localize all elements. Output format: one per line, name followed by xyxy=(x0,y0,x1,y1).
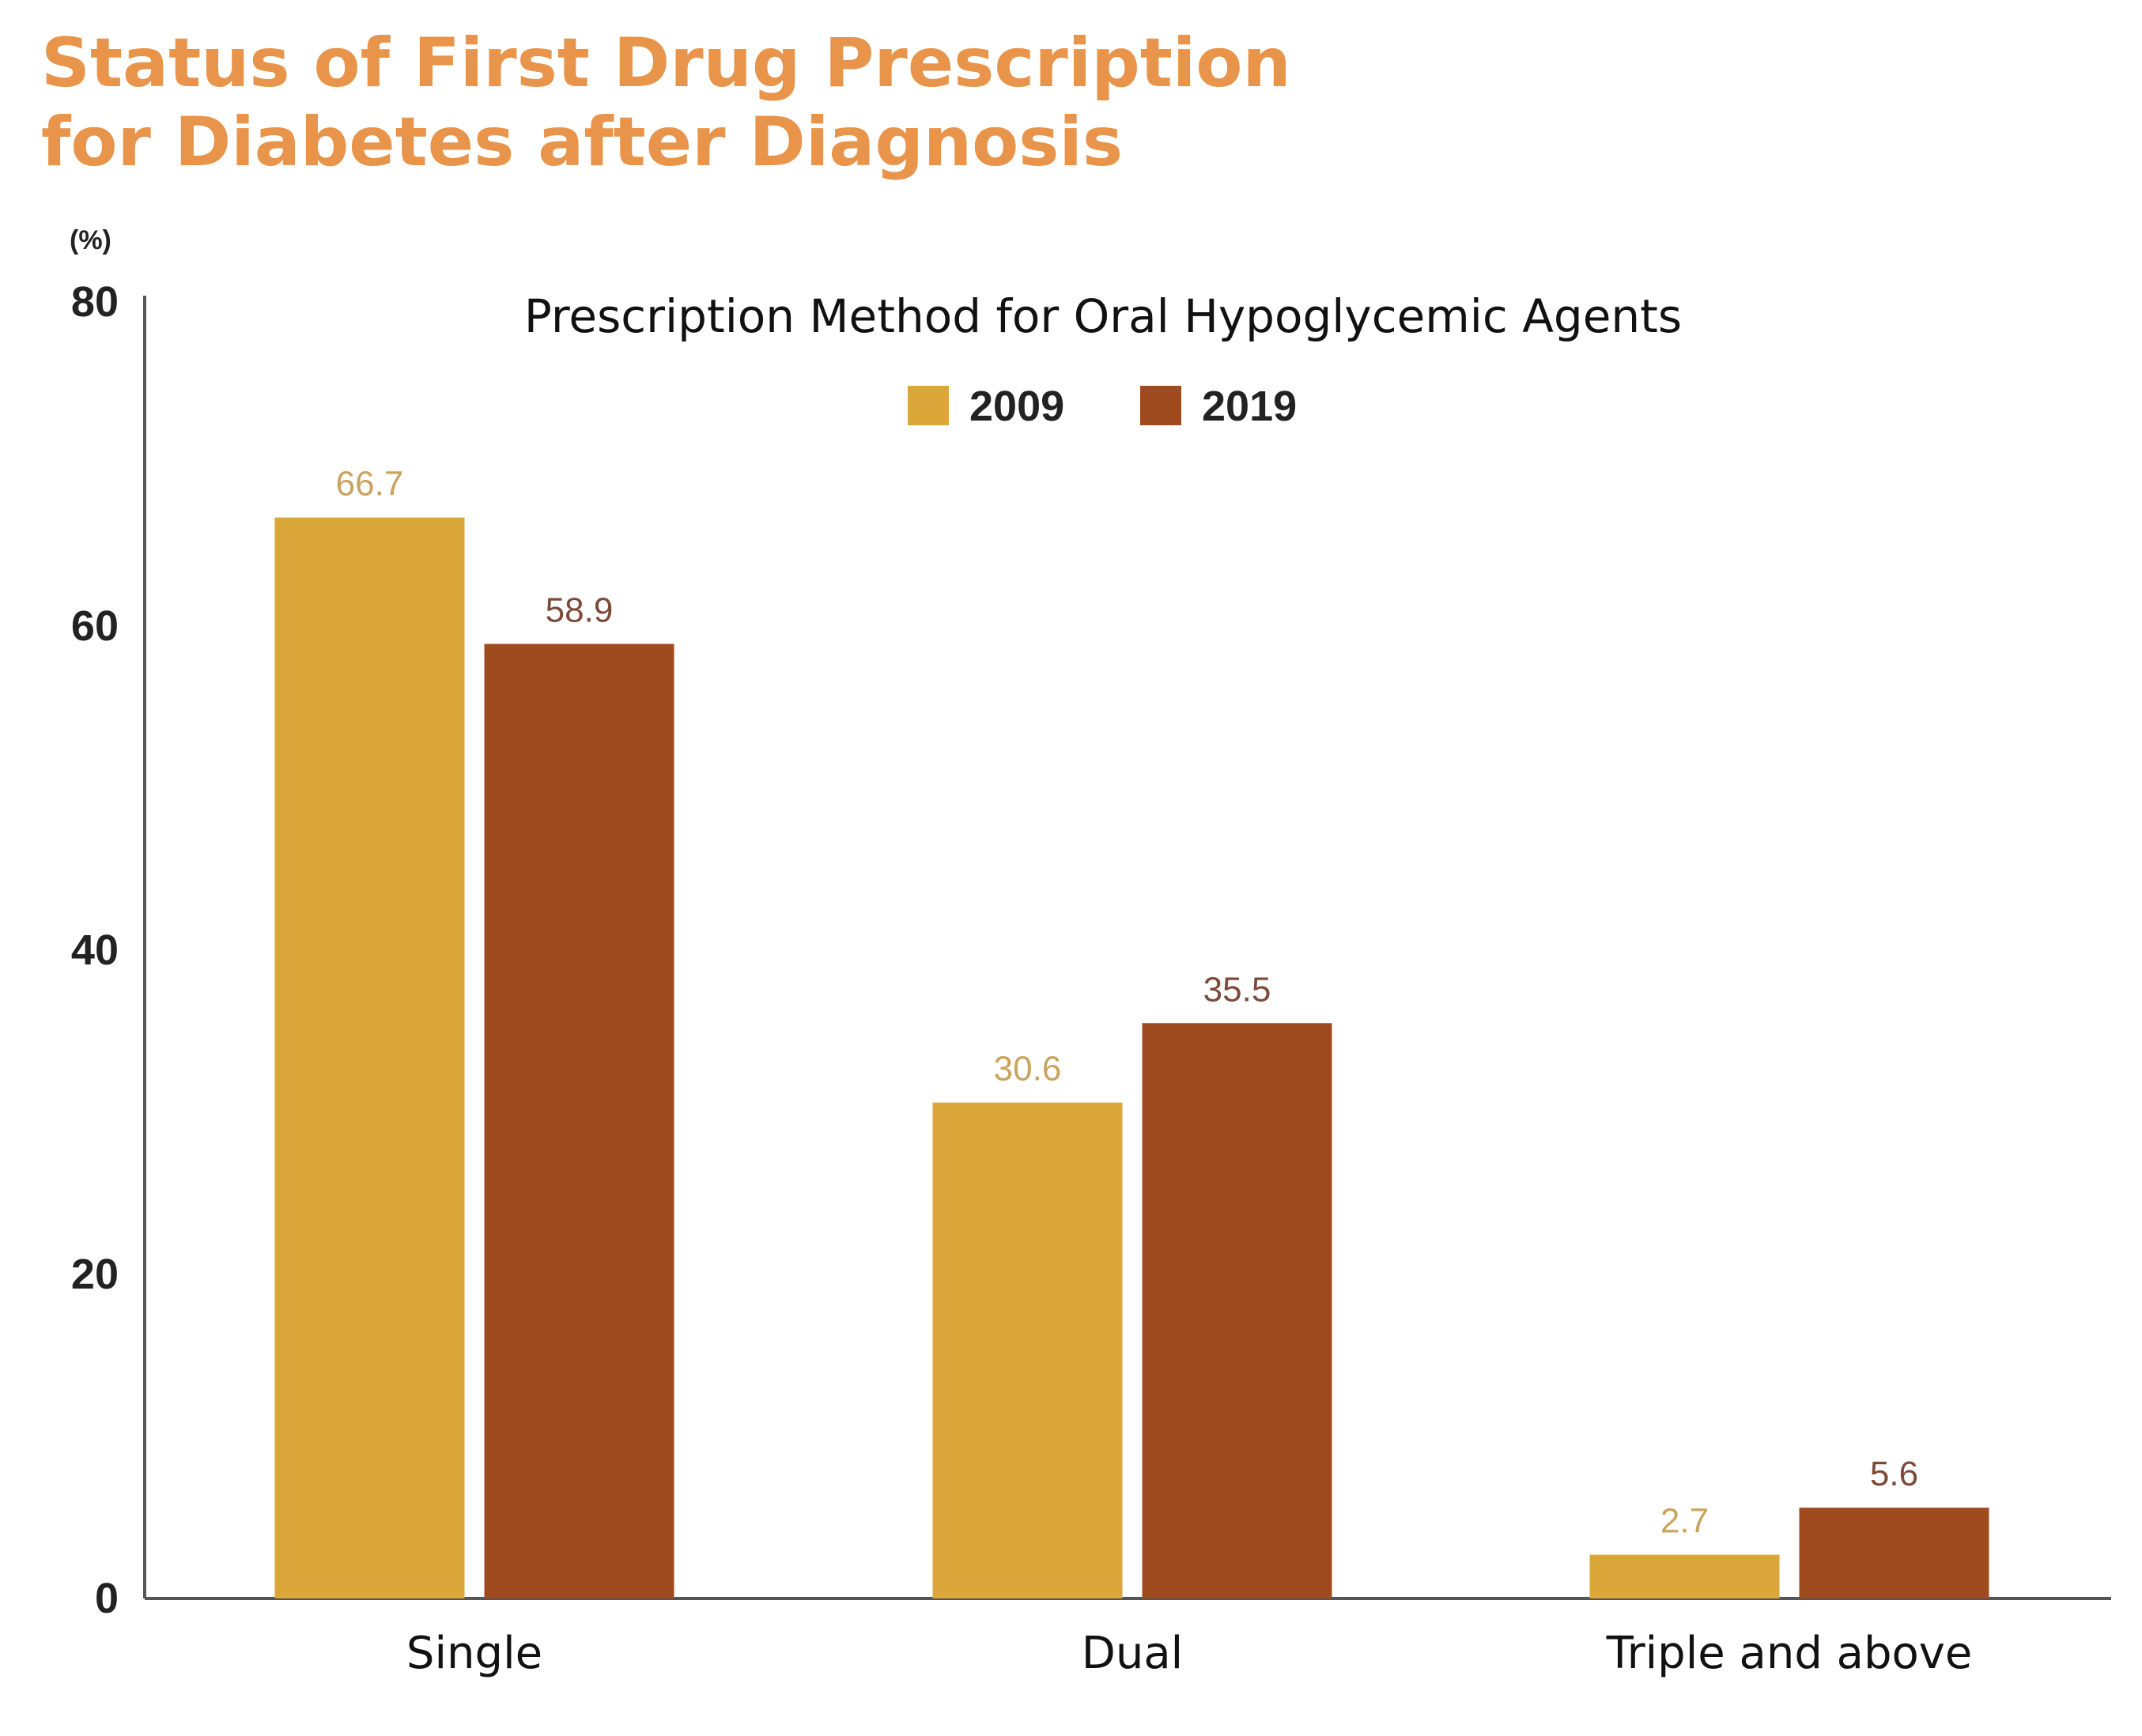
page-title-line-2: for Diabetes after Diagnosis xyxy=(41,103,1124,182)
page-title-line-1: Status of First Drug Prescription xyxy=(41,24,1291,103)
y-tick-label: 20 xyxy=(71,1251,119,1298)
bar xyxy=(1799,1508,1989,1598)
y-tick-label: 40 xyxy=(71,926,119,974)
y-axis-ticks: 0 20 40 60 80 xyxy=(71,278,119,1622)
chart-legend: 2009 2019 xyxy=(908,383,1297,430)
chart-axes xyxy=(143,296,2111,1600)
y-tick-label: 60 xyxy=(71,602,119,650)
chart-title: Prescription Method for Oral Hypoglycemi… xyxy=(524,289,1682,343)
chart-value-labels: 66.7 58.9 30.6 35.5 2.7 5.6 xyxy=(336,465,1918,1541)
y-tick-label: 80 xyxy=(71,278,119,326)
bar xyxy=(274,517,465,1598)
bar xyxy=(484,643,674,1598)
x-category-label: Single xyxy=(406,1628,542,1679)
legend-swatch xyxy=(1140,386,1181,425)
legend-label: 2019 xyxy=(1202,383,1297,430)
bar-value-label: 5.6 xyxy=(1870,1455,1918,1493)
bar-value-label: 58.9 xyxy=(546,591,614,630)
x-category-label: Dual xyxy=(1082,1628,1184,1679)
bar-value-label: 30.6 xyxy=(994,1050,1062,1089)
chart-bars xyxy=(274,517,1989,1598)
bar-value-label: 35.5 xyxy=(1203,970,1271,1009)
x-axis-categories: Single Dual Triple and above xyxy=(406,1628,1972,1679)
bar xyxy=(1142,1023,1332,1598)
x-category-label: Triple and above xyxy=(1606,1628,1973,1679)
page-title: Status of First Drug Prescription for Di… xyxy=(41,24,1291,182)
bar xyxy=(1589,1554,1780,1598)
legend-swatch xyxy=(908,386,949,425)
bar-value-label: 2.7 xyxy=(1660,1502,1709,1541)
legend-label: 2009 xyxy=(969,383,1064,430)
bar-value-label: 66.7 xyxy=(336,465,404,504)
bar xyxy=(932,1102,1123,1598)
y-tick-label: 0 xyxy=(95,1575,119,1622)
y-axis-unit-label: (%) xyxy=(70,225,111,255)
